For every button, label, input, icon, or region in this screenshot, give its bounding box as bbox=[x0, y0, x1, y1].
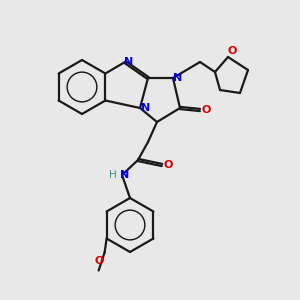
Text: O: O bbox=[163, 160, 173, 170]
Text: O: O bbox=[95, 256, 104, 266]
Text: O: O bbox=[227, 46, 237, 56]
Text: N: N bbox=[173, 73, 183, 83]
Text: N: N bbox=[124, 57, 134, 67]
Text: O: O bbox=[201, 105, 211, 115]
Text: N: N bbox=[120, 170, 130, 180]
Text: N: N bbox=[141, 103, 151, 113]
Text: H: H bbox=[109, 170, 117, 180]
